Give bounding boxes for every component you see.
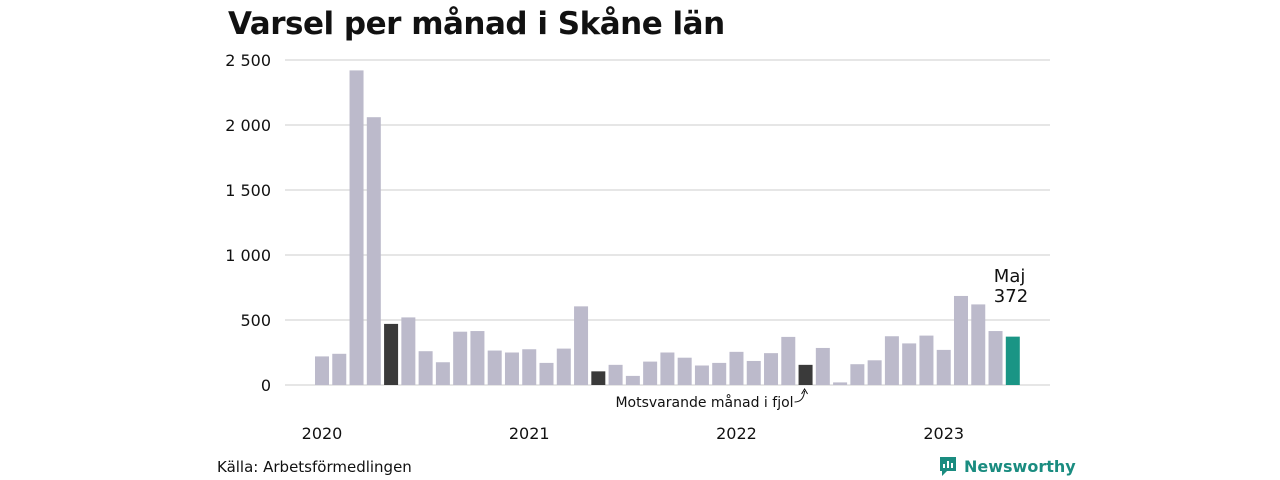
bar [643,361,658,385]
x-year-label: 2023 [923,424,964,443]
bar [712,362,727,385]
bar [418,351,433,385]
source-note: Källa: Arbetsförmedlingen [217,458,412,476]
bar [850,364,865,385]
bar [574,306,589,385]
gridlines [285,59,1050,386]
bar [366,117,381,385]
bar [953,295,968,385]
bar [660,352,675,385]
bar [764,353,779,385]
bar [384,323,399,385]
bar [591,371,606,385]
bar [401,317,416,385]
bar [815,347,830,385]
bar [902,343,917,385]
bar [971,304,986,385]
y-tick-label: 500 [240,311,271,330]
x-year-label: 2022 [716,424,757,443]
bar [884,336,899,385]
bar [556,348,571,385]
bar [694,365,709,385]
bar [315,356,329,385]
bar [625,375,640,385]
y-tick-label: 2 000 [225,116,271,135]
bar [435,362,450,385]
bar [522,349,537,385]
y-tick-label: 1 500 [225,181,271,200]
bar [487,350,502,385]
bar [833,382,848,385]
newsworthy-logo-icon [940,457,956,476]
x-year-label: 2020 [302,424,343,443]
annotation-arrow [794,390,806,403]
y-tick-label: 2 500 [225,51,271,70]
annotation-arrowhead [801,388,808,395]
bar [867,360,882,385]
bar [919,335,934,385]
previous-year-label: Motsvarande månad i fjol [615,394,793,411]
bar [608,364,623,385]
bars [315,70,1020,386]
bar [936,349,951,385]
bar [349,70,364,386]
y-tick-label: 1 000 [225,246,271,265]
current-month-value: 372 [994,286,1028,307]
current-month-label: Maj [994,266,1026,287]
bar [798,364,813,385]
bar [470,331,485,385]
bar [332,353,347,385]
bar [539,362,554,385]
y-tick-label: 0 [261,376,271,395]
bar [746,360,761,385]
bar [988,331,1003,385]
brand-logo: Newsworthy [938,455,1076,477]
bar [504,352,519,385]
x-axis-years: 2020 2021 2022 2023 [302,424,964,443]
chart-title: Varsel per månad i Skåne län [228,6,725,42]
y-axis-ticks: 0 500 1 000 1 500 2 000 2 500 [225,51,271,395]
bar [1005,336,1020,385]
brand-name: Newsworthy [964,456,1076,476]
bar [729,351,744,385]
bar [781,336,796,385]
bar [453,331,468,385]
x-year-label: 2021 [509,424,550,443]
bar [677,357,692,385]
